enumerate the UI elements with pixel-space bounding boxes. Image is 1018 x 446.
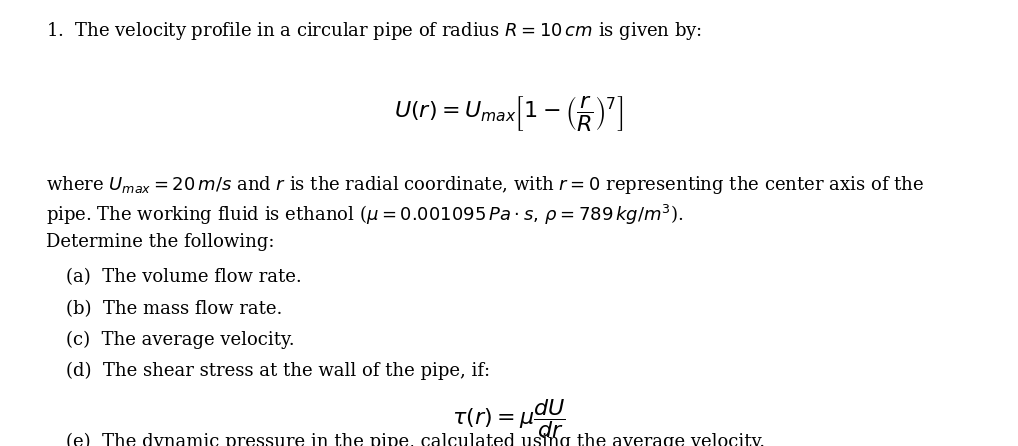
Text: Determine the following:: Determine the following:	[46, 233, 274, 251]
Text: (d)  The shear stress at the wall of the pipe, if:: (d) The shear stress at the wall of the …	[66, 362, 491, 380]
Text: pipe. The working fluid is ethanol ($\mu = 0.001095\,Pa \cdot s,\,\rho = 789\,kg: pipe. The working fluid is ethanol ($\mu…	[46, 203, 683, 227]
Text: (c)  The average velocity.: (c) The average velocity.	[66, 331, 295, 349]
Text: $\tau(r) = \mu\dfrac{dU}{dr}$: $\tau(r) = \mu\dfrac{dU}{dr}$	[452, 397, 566, 440]
Text: 1.  The velocity profile in a circular pipe of radius $R = 10\,cm$ is given by:: 1. The velocity profile in a circular pi…	[46, 20, 702, 42]
Text: (b)  The mass flow rate.: (b) The mass flow rate.	[66, 300, 283, 318]
Text: $U(r) = U_{max}\left[1 - \left(\dfrac{r}{R}\right)^{7}\right]$: $U(r) = U_{max}\left[1 - \left(\dfrac{r}…	[394, 94, 624, 132]
Text: (a)  The volume flow rate.: (a) The volume flow rate.	[66, 268, 302, 285]
Text: (e)  The dynamic pressure in the pipe, calculated using the average velocity.: (e) The dynamic pressure in the pipe, ca…	[66, 433, 766, 446]
Text: where $U_{max} = 20\,m/s$ and $r$ is the radial coordinate, with $r = 0$ represe: where $U_{max} = 20\,m/s$ and $r$ is the…	[46, 174, 923, 196]
